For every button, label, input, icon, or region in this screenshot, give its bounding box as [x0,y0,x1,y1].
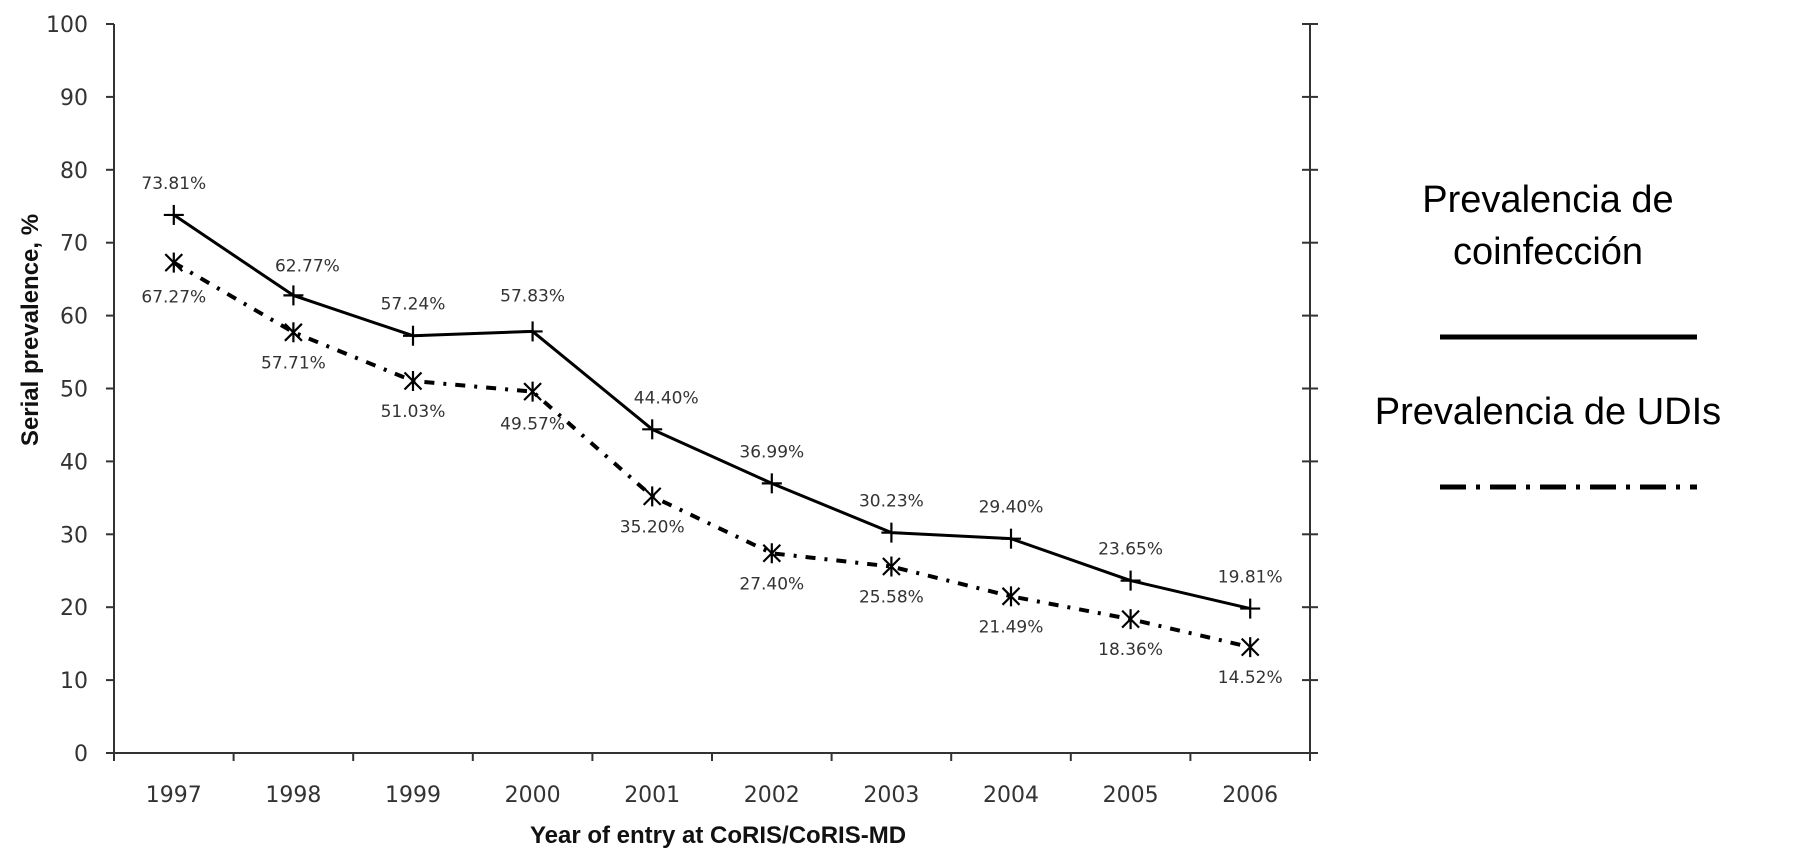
x-tick-label: 2006 [1222,783,1278,808]
x-tick-label: 2001 [624,783,680,808]
series-group [163,204,1261,658]
legend: Prevalencia de coinfección Prevalencia d… [1375,179,1721,490]
asterisk-marker [642,486,662,507]
data-label-coinfeccion: 19.81% [1218,568,1283,588]
data-label-coinfeccion: 44.40% [634,388,699,408]
asterisk-marker [284,322,303,343]
y-tick-label: 100 [46,13,88,38]
x-axis-ticks: 1997 1998 1999 2000 2001 2002 2003 2004 2005 2006 [113,753,1311,808]
legend-item-coinfeccion-line1: Prevalencia de [1422,179,1673,221]
x-tick-label: 1999 [385,783,441,808]
asterisk-marker [403,370,423,391]
x-tick-label: 1998 [265,783,321,808]
y-tick-label: 0 [74,742,88,767]
data-label-udis: 18.36% [1098,640,1163,660]
asterisk-marker [164,252,184,273]
asterisk-marker [523,381,542,402]
y-tick-label: 20 [60,596,88,621]
y-tick-label: 10 [60,669,88,694]
data-label-coinfeccion: 57.83% [500,286,565,306]
plus-marker [642,419,663,440]
asterisk-marker [882,556,901,577]
plus-marker [761,473,782,494]
x-tick-label: 2005 [1103,783,1159,808]
data-label-udis: 25.58% [859,588,924,608]
plus-marker [403,325,423,346]
x-tick-label: 2004 [983,783,1039,808]
y-tick-label: 60 [60,305,88,330]
plus-marker [522,321,543,342]
plus-marker [163,204,184,225]
x-tick-label: 1997 [146,783,202,808]
plus-marker [283,285,304,306]
data-label-coinfeccion: 36.99% [739,442,804,462]
plus-marker [1120,570,1141,591]
legend-item-udis-label: Prevalencia de UDIs [1375,391,1721,433]
data-label-coinfeccion: 29.40% [979,498,1044,518]
y-tick-label: 70 [60,232,88,257]
asterisk-marker [1240,637,1260,658]
y-tick-label: 90 [60,86,88,111]
data-label-coinfeccion: 57.24% [381,295,446,315]
data-label-coinfeccion: 62.77% [275,256,340,276]
y-tick-label: 80 [60,159,88,184]
asterisk-marker [762,543,782,564]
data-label-udis: 35.20% [620,517,685,537]
plus-marker [1001,528,1021,549]
legend-item-coinfeccion-line2: coinfección [1453,231,1643,273]
y-tick-label: 40 [60,450,88,475]
x-tick-label: 2003 [863,783,919,808]
data-label-udis: 51.03% [381,402,446,422]
data-label-udis: 27.40% [739,574,804,594]
data-label-udis: 57.71% [261,353,326,373]
data-label-coinfeccion: 30.23% [859,492,924,512]
data-label-coinfeccion: 23.65% [1098,540,1163,560]
x-axis-title: Year of entry at CoRIS/CoRIS-MD [530,822,906,849]
data-label-udis: 14.52% [1218,668,1283,688]
data-label-coinfeccion: 73.81% [141,174,206,194]
y-axis-ticks: 0 10 20 30 40 50 60 70 80 90 100 [46,13,1318,767]
y-axis-title: Serial prevalence, % [17,214,44,446]
x-tick-label: 2000 [505,783,561,808]
data-label-udis: 21.49% [979,617,1044,637]
plus-marker [881,522,902,543]
data-labels: 73.81% 62.77% 57.24% 57.83% 44.40% 36.99% 30.2… [141,174,1282,688]
asterisk-marker [1121,609,1140,630]
y-tick-label: 50 [60,378,88,403]
x-tick-label: 2002 [744,783,800,808]
plus-marker [1240,598,1261,619]
asterisk-marker [1001,586,1021,607]
data-label-udis: 67.27% [141,288,206,308]
series-line-1 [172,213,1251,611]
data-label-udis: 49.57% [500,415,565,435]
y-tick-label: 30 [60,523,88,548]
